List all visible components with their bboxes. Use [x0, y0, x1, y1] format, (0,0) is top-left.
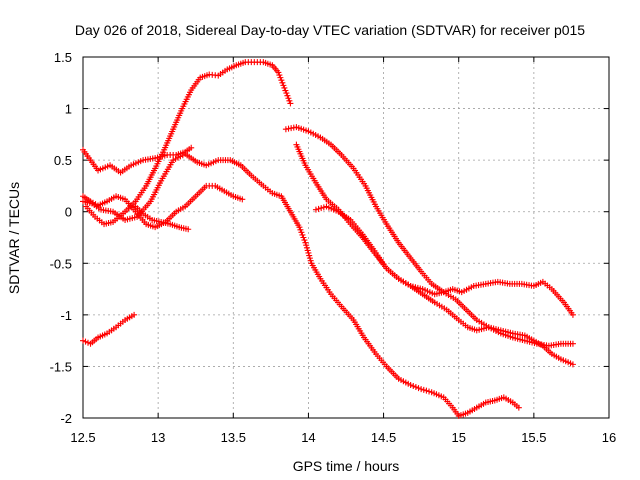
data-point	[297, 226, 304, 233]
data-point	[569, 361, 576, 368]
chart-title: Day 026 of 2018, Sidereal Day-to-day VTE…	[75, 22, 585, 38]
data-point	[301, 237, 308, 244]
data-point	[302, 239, 309, 246]
data-point	[299, 231, 306, 238]
data-point	[306, 255, 313, 262]
x-tick-labels: 12.5 13 13.5 14 14.5 15 15.5 16	[70, 430, 616, 445]
y-tick-labels: 1.5 1 0.5 0 -0.5 -1 -1.5 -2	[50, 50, 72, 426]
series-track-e	[132, 203, 192, 233]
data-point	[282, 87, 289, 94]
x-tick-label: 13.5	[221, 430, 246, 445]
data-point	[285, 95, 292, 102]
data-point	[281, 84, 288, 91]
data-point	[303, 242, 310, 249]
data-point	[277, 74, 284, 81]
x-tick-label: 14	[301, 430, 315, 445]
y-tick-label: -0.5	[50, 256, 72, 271]
data-point	[303, 244, 310, 251]
series-track-i	[312, 203, 576, 318]
y-tick-label: 0.5	[54, 153, 72, 168]
data-markers	[80, 59, 576, 419]
data-point	[280, 82, 287, 89]
data-point	[415, 385, 422, 392]
series-track-c	[80, 144, 195, 176]
data-point	[188, 144, 195, 151]
data-point	[307, 257, 314, 264]
data-point	[278, 77, 285, 84]
y-tick-label: -1.5	[50, 359, 72, 374]
data-point	[305, 249, 312, 256]
y-tick-label: 1	[65, 102, 72, 117]
y-tick-label: 1.5	[54, 50, 72, 65]
y-axis-title: SDTVAR / TECUs	[6, 182, 22, 294]
data-point	[306, 252, 313, 259]
x-tick-label: 15.5	[521, 430, 546, 445]
x-tick-label: 15	[451, 430, 465, 445]
data-point	[185, 226, 192, 233]
data-point	[320, 204, 327, 211]
x-axis-title: GPS time / hours	[293, 458, 400, 474]
plot-frame	[82, 56, 610, 419]
data-point	[304, 247, 311, 254]
data-point	[418, 386, 425, 393]
series-track-f	[80, 311, 138, 347]
data-point	[284, 92, 291, 99]
data-point	[423, 387, 430, 394]
data-point	[283, 90, 290, 97]
axis-ticks	[82, 56, 610, 419]
data-point	[569, 340, 576, 347]
series-track-a	[80, 150, 522, 419]
data-point	[569, 311, 576, 318]
x-tick-label: 16	[602, 430, 616, 445]
x-tick-label: 12.5	[70, 430, 95, 445]
data-point	[412, 384, 419, 391]
data-point	[131, 311, 138, 318]
y-tick-label: -2	[60, 411, 72, 426]
data-point	[298, 229, 305, 236]
data-point	[296, 224, 303, 231]
data-point	[286, 97, 293, 104]
data-point	[279, 79, 286, 86]
data-point	[315, 205, 322, 212]
x-tick-label: 14.5	[371, 430, 396, 445]
data-point	[515, 404, 522, 411]
data-point	[410, 383, 417, 390]
data-point	[300, 234, 307, 241]
data-point	[275, 69, 282, 76]
series-track-b	[83, 59, 294, 228]
data-point	[239, 196, 246, 203]
data-point	[420, 386, 427, 393]
data-point	[312, 206, 319, 213]
y-tick-label: -1	[60, 308, 72, 323]
data-point	[407, 381, 414, 388]
data-point	[276, 72, 283, 79]
data-point	[426, 388, 433, 395]
x-tick-label: 13	[151, 430, 165, 445]
y-tick-label: 0	[65, 205, 72, 220]
data-point	[287, 100, 294, 107]
grid-lines	[83, 57, 609, 418]
data-point	[318, 205, 325, 212]
